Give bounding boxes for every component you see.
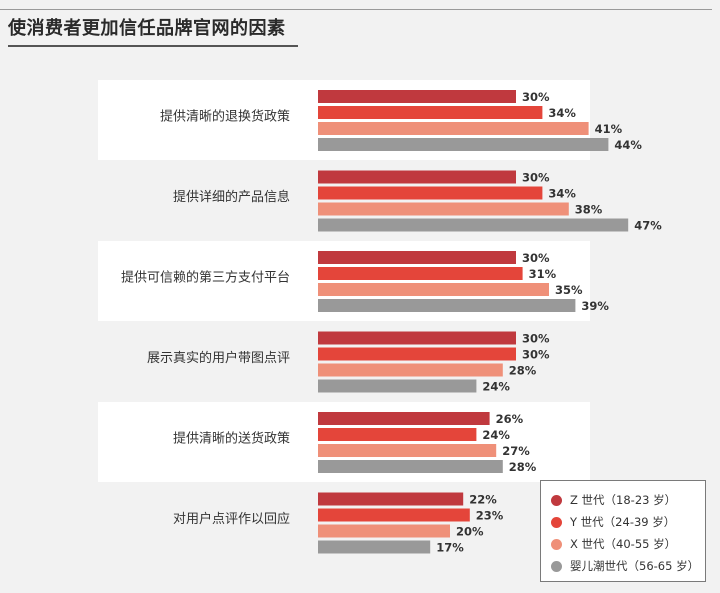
bar <box>318 106 543 119</box>
legend-swatch-y <box>551 516 562 528</box>
data-label: 23% <box>476 509 504 523</box>
bar <box>318 251 516 264</box>
legend-label-z: Z 世代（18-23 岁） <box>570 493 677 507</box>
bar <box>318 347 516 361</box>
bar <box>318 460 503 473</box>
bar <box>318 428 477 441</box>
data-label: 28% <box>509 364 537 378</box>
data-label: 30% <box>522 332 550 346</box>
bar <box>318 412 490 425</box>
data-label: 24% <box>482 428 510 442</box>
legend-swatch-boomer <box>551 560 562 572</box>
bar <box>318 186 543 200</box>
bar <box>318 218 629 232</box>
legend-item-boomer: 婴儿潮世代（56-65 岁） <box>551 555 705 577</box>
legend-label-y: Y 世代（24-39 岁） <box>570 515 676 529</box>
data-label: 20% <box>456 525 484 539</box>
bar <box>318 202 569 216</box>
bar <box>318 90 516 103</box>
data-label: 38% <box>575 203 603 217</box>
category-label: 提供可信赖的第三方支付平台 <box>121 270 290 286</box>
bar <box>318 524 450 538</box>
data-label: 35% <box>555 283 583 297</box>
data-label: 28% <box>509 460 537 474</box>
bar <box>318 492 464 506</box>
bar <box>318 138 609 151</box>
bar <box>318 170 516 184</box>
data-label: 47% <box>634 219 662 233</box>
legend-item-x: X 世代（40-55 岁） <box>551 533 705 555</box>
legend-label-boomer: 婴儿潮世代（56-65 岁） <box>570 559 700 573</box>
legend-item-y: Y 世代（24-39 岁） <box>551 511 705 533</box>
bar <box>318 540 431 554</box>
data-label: 27% <box>502 444 530 458</box>
bar <box>318 299 576 312</box>
legend-item-z: Z 世代（18-23 岁） <box>551 489 705 511</box>
data-label: 31% <box>529 267 557 281</box>
bar <box>318 283 549 296</box>
data-label: 34% <box>548 187 576 201</box>
legend: Z 世代（18-23 岁） Y 世代（24-39 岁） X 世代（40-55 岁… <box>540 480 706 582</box>
legend-swatch-z <box>551 494 562 506</box>
data-label: 34% <box>548 106 576 120</box>
data-label: 30% <box>522 251 550 265</box>
bar <box>318 508 470 522</box>
data-label: 17% <box>436 541 464 555</box>
chart-title: 使消费者更加信任品牌官网的因素 <box>8 18 286 39</box>
category-label: 提供详细的产品信息 <box>173 189 290 205</box>
data-label: 24% <box>482 380 510 394</box>
bar <box>318 379 477 393</box>
category-label: 提供清晰的送货政策 <box>173 431 290 447</box>
category-label: 对用户点评作以回应 <box>173 511 290 527</box>
category-label: 展示真实的用户带图点评 <box>147 350 290 366</box>
data-label: 26% <box>496 412 524 426</box>
data-label: 44% <box>614 138 642 152</box>
data-label: 22% <box>469 493 497 507</box>
title-underline <box>8 45 298 47</box>
data-label: 30% <box>522 171 550 185</box>
data-label: 30% <box>522 348 550 362</box>
bar <box>318 267 523 280</box>
legend-label-x: X 世代（40-55 岁） <box>570 537 677 551</box>
bar <box>318 363 503 377</box>
top-rule <box>0 9 712 10</box>
data-label: 30% <box>522 90 550 104</box>
data-label: 41% <box>595 122 623 136</box>
bar <box>318 122 589 135</box>
data-label: 39% <box>581 299 609 313</box>
category-label: 提供清晰的退换货政策 <box>160 109 290 125</box>
bar <box>318 331 516 345</box>
bar <box>318 444 497 457</box>
legend-swatch-x <box>551 538 562 550</box>
